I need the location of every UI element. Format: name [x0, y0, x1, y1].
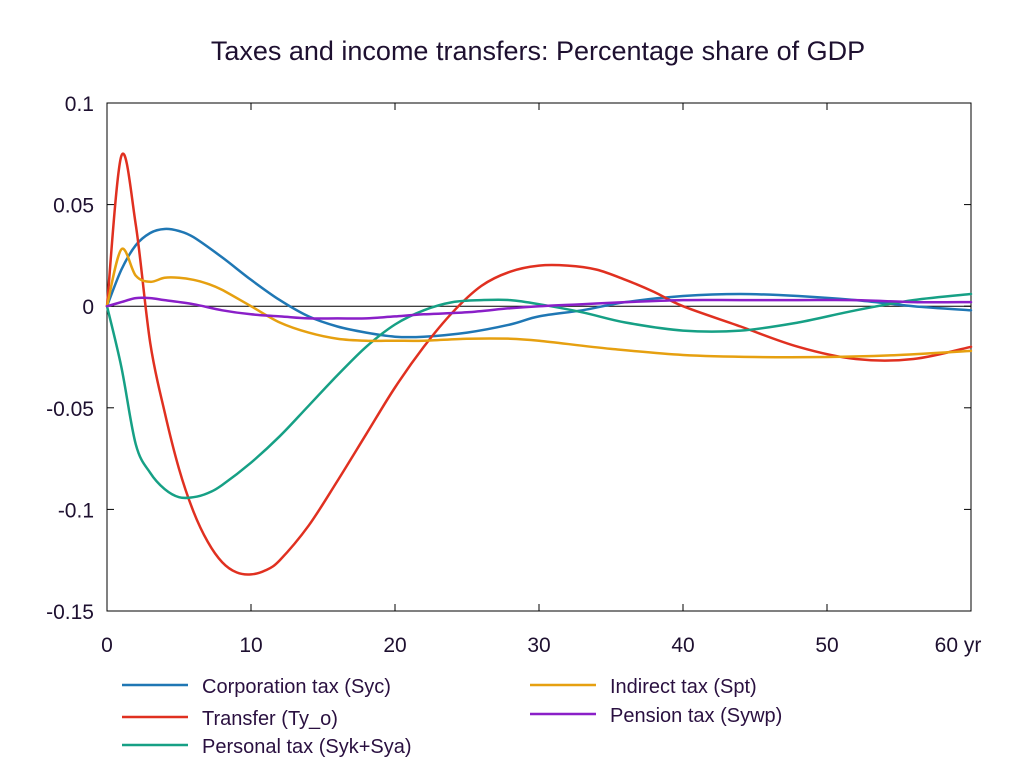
y-tick-label: 0.1 [65, 93, 94, 116]
series-line-5 [105, 296, 973, 320]
legend-item: Transfer (Ty_o) [122, 708, 338, 730]
series-line-1 [105, 227, 973, 339]
series-group [105, 152, 973, 576]
x-tick-label: 0 [101, 634, 113, 657]
y-tick-label: 0.05 [53, 195, 94, 218]
legend-label: Corporation tax (Syc) [202, 676, 391, 698]
x-tick-label: 40 [671, 634, 694, 657]
legend-item: Indirect tax (Spt) [530, 676, 757, 698]
legend-label: Transfer (Ty_o) [202, 708, 338, 730]
series-line-2 [105, 152, 973, 576]
y-tick-label: 0 [82, 296, 94, 319]
legend-label: Indirect tax (Spt) [610, 676, 757, 698]
y-tick-label: -0.1 [58, 499, 94, 522]
chart-title: Taxes and income transfers: Percentage s… [211, 36, 865, 66]
x-tick-label: 60 yr [935, 634, 982, 657]
x-tick-label: 50 [815, 634, 838, 657]
legend-label: Pension tax (Sywp) [610, 705, 782, 727]
legend-item: Personal tax (Syk+Sya) [122, 736, 412, 758]
series-line-4 [105, 247, 973, 359]
y-axis: 0.1 0.05 0 -0.05 -0.1 -0.15 [46, 93, 971, 624]
legend-item: Corporation tax (Syc) [122, 676, 391, 698]
y-tick-label: -0.15 [46, 601, 94, 624]
legend-item: Pension tax (Sywp) [530, 705, 782, 727]
x-axis: 0 10 20 30 40 50 60 yr [101, 103, 981, 657]
x-tick-label: 20 [383, 634, 406, 657]
y-tick-label: -0.05 [46, 398, 94, 421]
series-line-3 [105, 292, 973, 500]
legend-label: Personal tax (Syk+Sya) [202, 736, 412, 758]
x-tick-label: 10 [239, 634, 262, 657]
legend: Corporation tax (Syc) Transfer (Ty_o) Pers… [122, 676, 782, 758]
x-tick-label: 30 [527, 634, 550, 657]
